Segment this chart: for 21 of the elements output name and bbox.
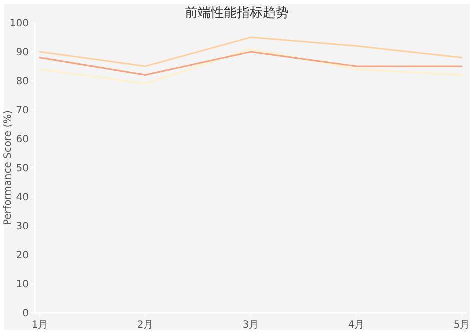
y-tick-label: 20 xyxy=(16,250,29,262)
y-tick-label: 10 xyxy=(16,280,29,290)
x-tick-label: 2月 xyxy=(137,320,154,331)
x-tick-label: 3月 xyxy=(242,320,260,331)
y-tick-label: 0 xyxy=(22,308,29,320)
y-tick-label: 60 xyxy=(16,134,29,146)
chart-title: 前端性能指标趋势 xyxy=(185,6,289,21)
y-axis-title: Performance Score (%) xyxy=(3,110,14,226)
y-tick-label: 40 xyxy=(16,192,29,204)
y-tick-label: 80 xyxy=(16,76,29,88)
x-tick-label: 5月 xyxy=(454,320,470,331)
y-tick-label: 70 xyxy=(16,106,29,116)
y-tick-label: 90 xyxy=(16,48,29,58)
x-tick-label: 4月 xyxy=(348,320,365,331)
y-tick-label: 50 xyxy=(16,164,29,174)
line-series xyxy=(39,48,463,85)
x-tick-label: 1月 xyxy=(32,320,48,331)
line-series xyxy=(39,51,463,76)
y-tick-label: 30 xyxy=(16,222,29,232)
line-series xyxy=(39,36,463,68)
y-tick-label: 100 xyxy=(10,18,29,30)
